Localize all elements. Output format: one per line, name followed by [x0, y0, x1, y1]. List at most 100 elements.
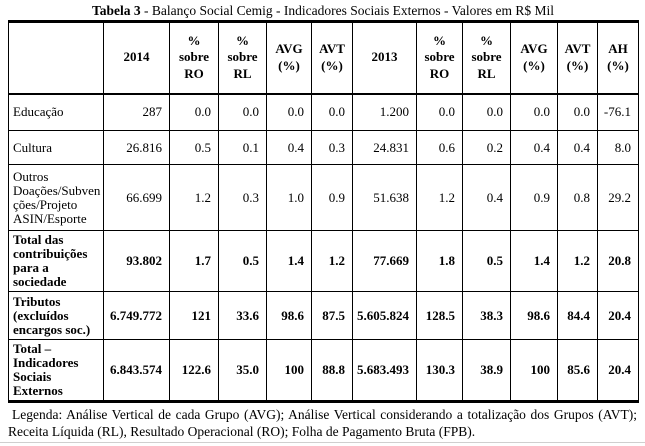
table-row: Total das contribuições para a sociedade…	[8, 230, 639, 293]
data-cell: 0.5	[218, 230, 267, 293]
data-cell: 38.3	[462, 291, 511, 341]
table-header: 2014% sobre RO% sobre RL AVG (%) AVT (%) 20…	[8, 21, 639, 95]
header-cell: AVT (%)	[557, 21, 598, 95]
data-cell: 287	[103, 93, 170, 132]
data-cell: 1.4	[510, 230, 558, 293]
data-cell: 88.8	[311, 339, 353, 403]
table-body: Educação 287 0.0 0.0 0.0 0.0 1.200 0.0 0.0 0.0 0.0…	[8, 93, 639, 403]
row-label: Total das contribuições para a sociedade	[8, 230, 104, 293]
data-cell: 1.0	[266, 164, 312, 232]
data-cell: 20.8	[597, 230, 639, 293]
data-cell: 20.4	[597, 339, 639, 403]
data-cell: -76.1	[597, 93, 639, 132]
header-cell: 2013	[352, 21, 417, 95]
data-cell: 0.6	[416, 130, 463, 166]
data-cell: 93.802	[103, 230, 170, 293]
table-title-rest: - Balanço Social Cemig - Indicadores Soc…	[140, 3, 554, 18]
header-row: 2014% sobre RO% sobre RL AVG (%) AVT (%) 20…	[8, 21, 639, 95]
row-label: Outros Doações/Subvenções/Projeto ASIN/E…	[8, 164, 104, 232]
data-cell: 130.3	[416, 339, 463, 403]
data-cell: 0.0	[416, 93, 463, 132]
header-cell: AVG (%)	[266, 21, 312, 95]
data-cell: 8.0	[597, 130, 639, 166]
data-cell: 26.816	[103, 130, 170, 166]
data-cell: 29.2	[597, 164, 639, 232]
data-cell: 0.4	[557, 130, 598, 166]
data-cell: 0.1	[218, 130, 267, 166]
social-indicators-table: 2014% sobre RO% sobre RL AVG (%) AVT (%) 20…	[8, 20, 639, 404]
table-legend: Legenda: Análise Vertical de cada Grupo …	[8, 407, 637, 440]
data-cell: 5.605.824	[352, 291, 417, 341]
data-cell: 0.0	[510, 93, 558, 132]
data-cell: 0.0	[266, 93, 312, 132]
data-cell: 6.749.772	[103, 291, 170, 341]
data-cell: 98.6	[266, 291, 312, 341]
data-cell: 122.6	[169, 339, 219, 403]
data-cell: 66.699	[103, 164, 170, 232]
data-cell: 0.8	[557, 164, 598, 232]
data-cell: 1.2	[311, 230, 353, 293]
header-cell-empty	[8, 21, 104, 95]
row-label: Educação	[8, 93, 104, 132]
data-cell: 0.0	[169, 93, 219, 132]
data-cell: 0.9	[510, 164, 558, 232]
data-cell: 128.5	[416, 291, 463, 341]
header-cell: AVG (%)	[510, 21, 558, 95]
data-cell: 20.4	[597, 291, 639, 341]
data-cell: 85.6	[557, 339, 598, 403]
data-cell: 1.2	[169, 164, 219, 232]
data-cell: 0.0	[311, 93, 353, 132]
data-cell: 1.200	[352, 93, 417, 132]
data-cell: 0.2	[462, 130, 511, 166]
table-title: Tabela 3 - Balanço Social Cemig - Indica…	[8, 3, 638, 19]
row-label: Tributos (excluídos encargos soc.)	[8, 291, 104, 341]
header-cell: % sobre RL	[218, 21, 267, 95]
data-cell: 0.0	[218, 93, 267, 132]
data-cell: 0.0	[557, 93, 598, 132]
data-cell: 38.9	[462, 339, 511, 403]
bottom-divider	[0, 442, 645, 443]
data-cell: 35.0	[218, 339, 267, 403]
data-cell: 33.6	[218, 291, 267, 341]
data-cell: 121	[169, 291, 219, 341]
data-cell: 77.669	[352, 230, 417, 293]
data-cell: 0.9	[311, 164, 353, 232]
data-cell: 1.7	[169, 230, 219, 293]
data-cell: 0.5	[169, 130, 219, 166]
data-cell: 1.8	[416, 230, 463, 293]
table-row: Tributos (excluídos encargos soc.) 6.749.…	[8, 291, 639, 341]
data-cell: 1.2	[557, 230, 598, 293]
table-row: Educação 287 0.0 0.0 0.0 0.0 1.200 0.0 0.0 0.0 0.0…	[8, 93, 639, 132]
table-title-prefix: Tabela 3	[92, 3, 141, 18]
data-cell: 5.683.493	[352, 339, 417, 403]
table-row: Total – Indicadores Sociais Externos 6.84…	[8, 339, 639, 403]
data-cell: 100	[266, 339, 312, 403]
header-cell: % sobre RO	[416, 21, 463, 95]
header-cell: AVT (%)	[311, 21, 353, 95]
data-cell: 0.3	[311, 130, 353, 166]
row-label: Total – Indicadores Sociais Externos	[8, 339, 104, 403]
data-cell: 87.5	[311, 291, 353, 341]
table-row: Outros Doações/Subvenções/Projeto ASIN/E…	[8, 164, 639, 232]
data-cell: 24.831	[352, 130, 417, 166]
header-cell: % sobre RO	[169, 21, 219, 95]
data-cell: 100	[510, 339, 558, 403]
header-cell: 2014	[103, 21, 170, 95]
data-cell: 1.4	[266, 230, 312, 293]
data-cell: 84.4	[557, 291, 598, 341]
data-cell: 0.4	[462, 164, 511, 232]
header-cell: % sobre RL	[462, 21, 511, 95]
data-cell: 98.6	[510, 291, 558, 341]
header-cell: AH (%)	[597, 21, 639, 95]
data-cell: 51.638	[352, 164, 417, 232]
row-label: Cultura	[8, 130, 104, 166]
table-row: Cultura 26.816 0.5 0.1 0.4 0.3 24.831 0.6 0.2 0.4…	[8, 130, 639, 166]
data-cell: 0.5	[462, 230, 511, 293]
data-cell: 1.2	[416, 164, 463, 232]
data-cell: 0.4	[510, 130, 558, 166]
data-cell: 0.4	[266, 130, 312, 166]
data-cell: 6.843.574	[103, 339, 170, 403]
data-cell: 0.0	[462, 93, 511, 132]
data-cell: 0.3	[218, 164, 267, 232]
